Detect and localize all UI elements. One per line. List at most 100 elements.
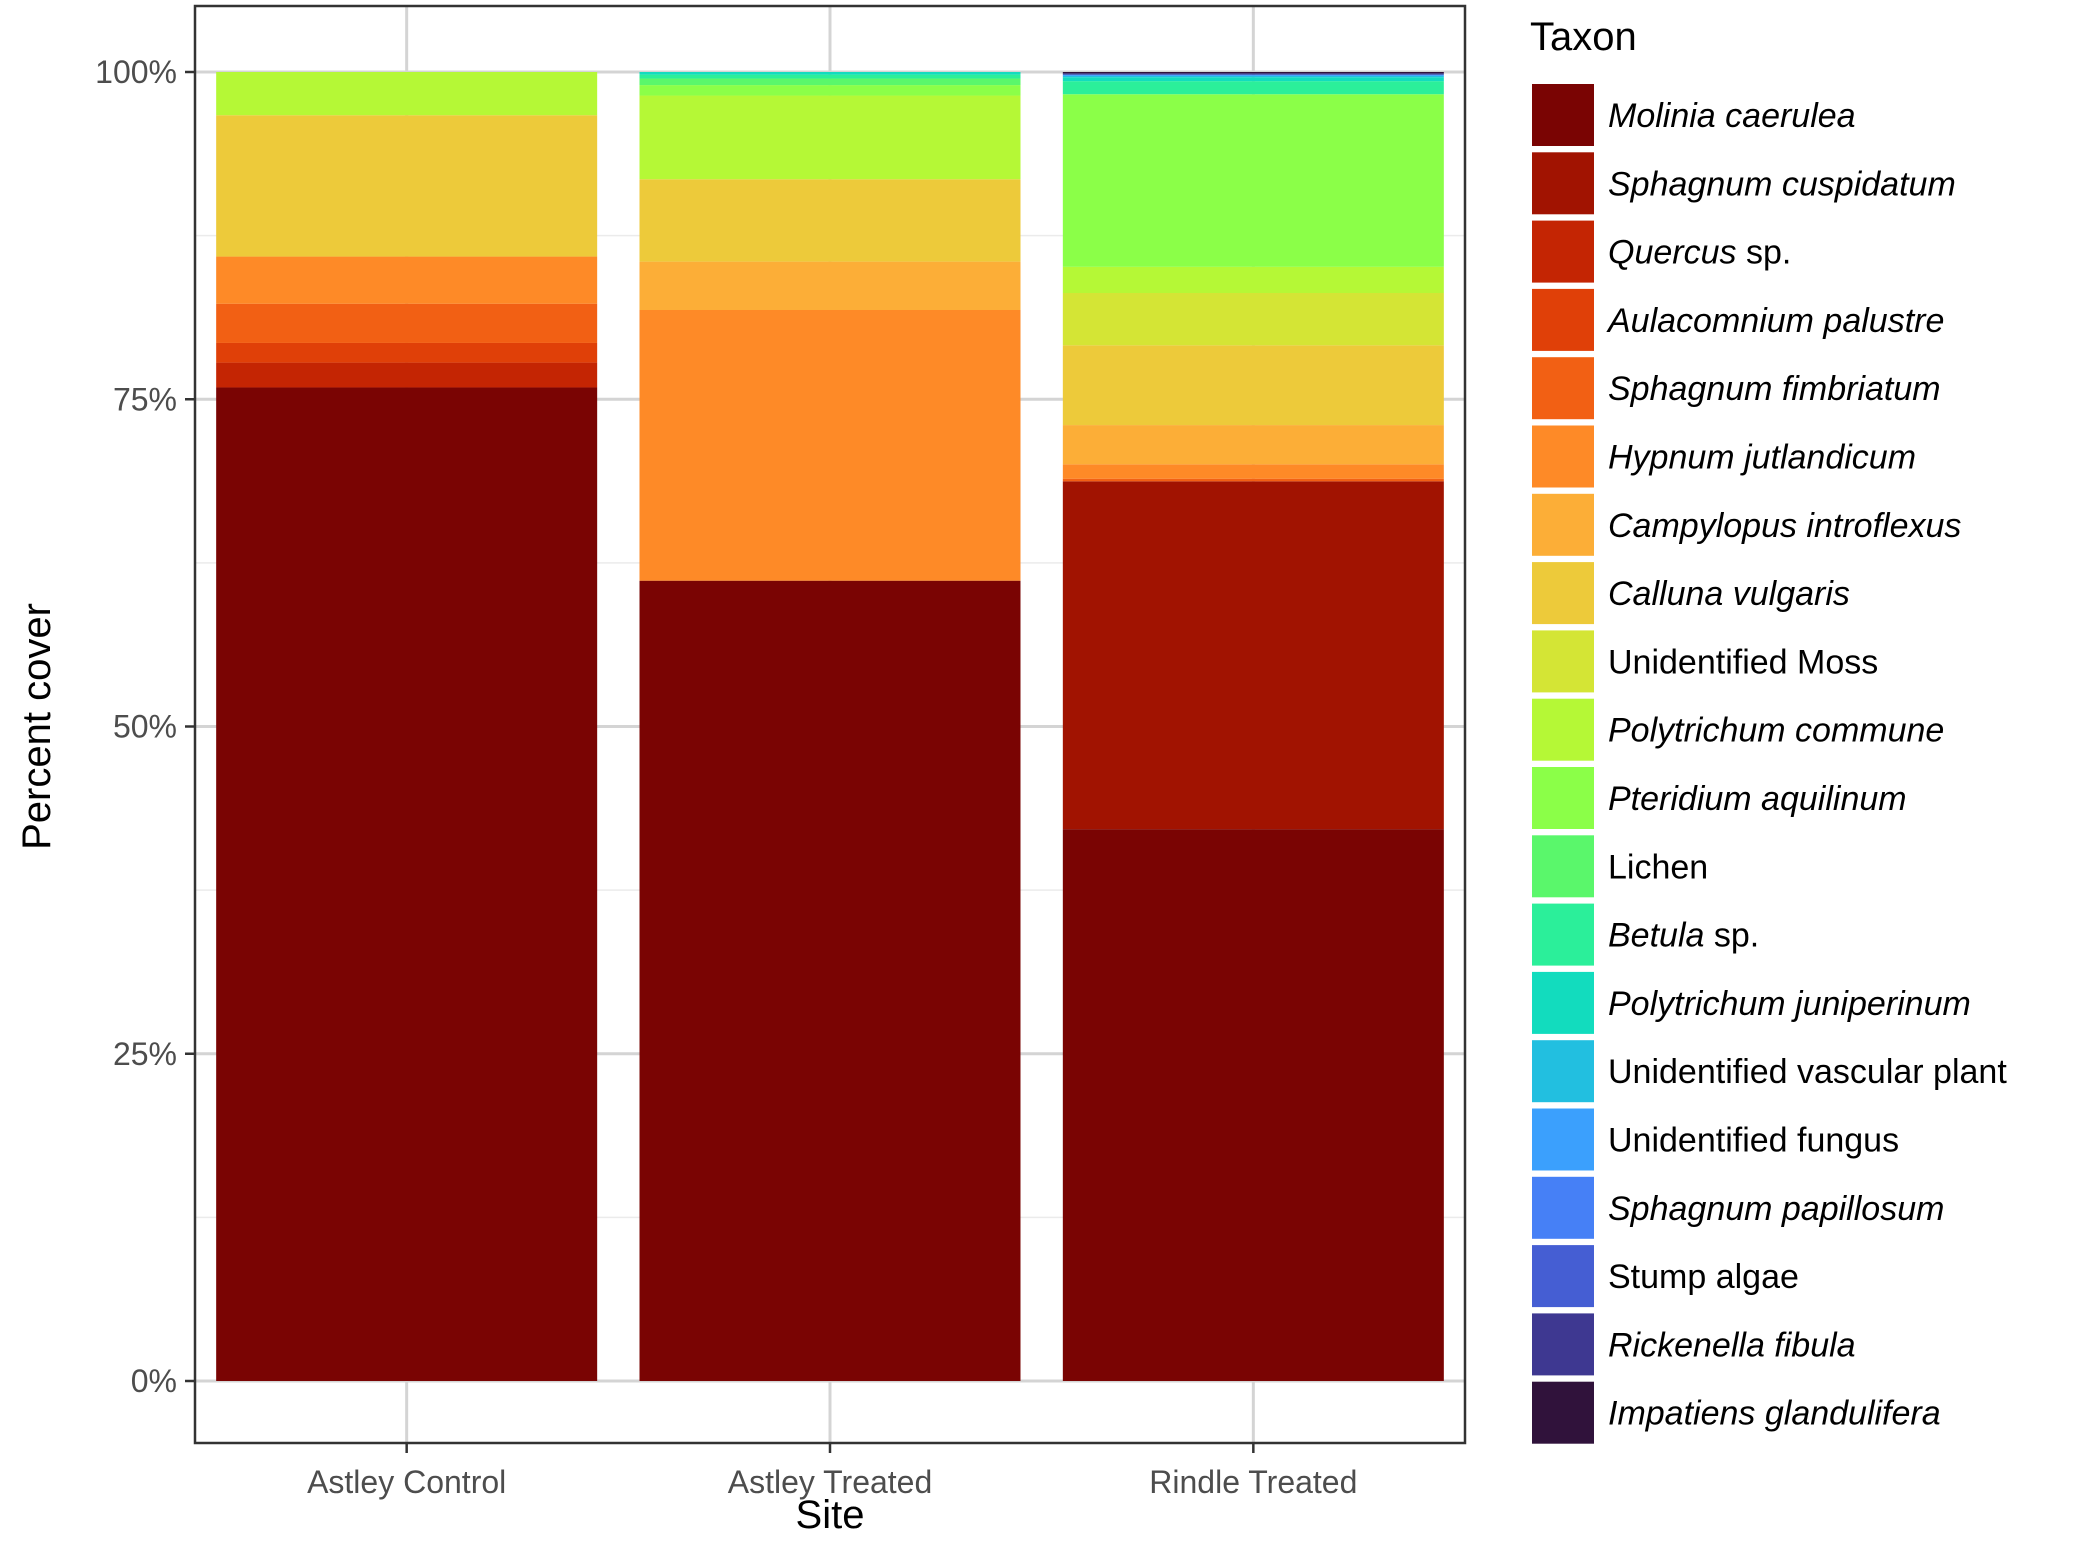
legend-label: Campylopus introflexus	[1608, 507, 1961, 545]
legend-item: Hypnum jutlandicum	[1532, 425, 1916, 488]
legend-swatch	[1532, 84, 1594, 146]
y-tick-label: 50%	[113, 709, 177, 745]
legend-label-plain: Unidentified Moss	[1608, 643, 1878, 681]
legend: Taxon Molinia caerulea Sphagnum cuspidatu…	[1530, 15, 2007, 1444]
y-tick-label: 0%	[131, 1363, 177, 1399]
legend-label: Stump algae	[1608, 1258, 1799, 1296]
legend-label-plain: Unidentified vascular plant	[1608, 1053, 2007, 1091]
y-axis: 0% 25% 50% 75% 100%	[95, 54, 195, 1399]
legend-label: Molinia caerulea	[1608, 97, 1856, 135]
legend-swatch	[1532, 425, 1594, 488]
legend-swatch	[1532, 152, 1594, 215]
bar-segment	[216, 303, 598, 343]
bar-segment	[1062, 74, 1444, 76]
bar-segment	[1062, 77, 1444, 82]
legend-swatch	[1532, 288, 1594, 351]
legend-swatch	[1532, 630, 1594, 693]
bar-segment	[1062, 73, 1444, 75]
bars	[216, 72, 1444, 1381]
bar-segment	[216, 342, 598, 363]
legend-label-plain: Lichen	[1608, 848, 1708, 886]
legend-label: Sphagnum papillosum	[1608, 1190, 1944, 1228]
bar-segment	[639, 261, 1021, 310]
legend-item: Unidentified fungus	[1532, 1108, 1899, 1171]
legend-item: Betula sp.	[1532, 903, 1759, 966]
legend-item: Lichen	[1532, 835, 1708, 898]
legend-swatch	[1532, 767, 1594, 829]
y-tick-label: 100%	[95, 54, 177, 90]
legend-label: Betula sp.	[1608, 917, 1759, 955]
legend-label-italic: Impatiens glandulifera	[1608, 1395, 1941, 1433]
legend-label-italic: Pteridium aquilinum	[1608, 780, 1907, 818]
bar-segment	[639, 95, 1021, 180]
bar-segment	[1062, 478, 1444, 482]
x-axis-title: Site	[796, 1493, 865, 1537]
bar-segment	[1062, 293, 1444, 346]
legend-swatch	[1532, 1040, 1594, 1103]
legend-swatch	[1532, 357, 1594, 420]
bar-segment	[639, 72, 1021, 75]
legend-label: Unidentified Moss	[1608, 643, 1878, 681]
y-axis-title: Percent cover	[15, 603, 59, 850]
legend-item: Quercus sp.	[1532, 220, 1791, 283]
legend-swatch	[1532, 835, 1594, 898]
legend-label-italic: Polytrichum juniperinum	[1608, 985, 1971, 1023]
legend-label-italic: Betula	[1608, 917, 1704, 955]
legend-item: Polytrichum commune	[1532, 698, 1944, 761]
legend-item: Polytrichum juniperinum	[1532, 971, 1971, 1034]
legend-label: Sphagnum cuspidatum	[1608, 165, 1956, 203]
legend-swatch	[1532, 698, 1594, 761]
legend-label: Quercus sp.	[1608, 234, 1791, 272]
legend-label: Polytrichum commune	[1608, 712, 1944, 750]
bar-segment	[1062, 75, 1444, 78]
bar-segment	[1062, 481, 1444, 830]
legend-label-italic: Sphagnum fimbriatum	[1608, 370, 1941, 408]
legend-label-italic: Sphagnum papillosum	[1608, 1190, 1944, 1228]
legend-item: Unidentified Moss	[1532, 630, 1878, 693]
legend-item: Unidentified vascular plant	[1532, 1040, 2007, 1103]
legend-label-italic: Molinia caerulea	[1608, 97, 1856, 135]
legend-label: Polytrichum juniperinum	[1608, 985, 1971, 1023]
legend-swatch	[1532, 1108, 1594, 1171]
legend-item: Sphagnum cuspidatum	[1532, 152, 1956, 215]
legend-label-italic: Polytrichum commune	[1608, 712, 1944, 750]
legend-label: Unidentified vascular plant	[1608, 1053, 2007, 1091]
legend-item: Sphagnum papillosum	[1532, 1176, 1944, 1239]
bar-segment	[216, 362, 598, 388]
legend-label: Rickenella fibula	[1608, 1326, 1856, 1364]
legend-swatch	[1532, 493, 1594, 556]
legend-label-italic: Aulacomnium palustre	[1606, 302, 1944, 340]
bar-segment	[216, 72, 598, 116]
legend-swatch	[1532, 562, 1594, 625]
x-tick-label: Astley Control	[307, 1464, 506, 1500]
bar-segment	[1062, 464, 1444, 479]
legend-swatch	[1532, 1381, 1594, 1444]
legend-swatch	[1532, 1245, 1594, 1308]
bar-segment	[216, 387, 598, 1381]
legend-label: Unidentified fungus	[1608, 1122, 1899, 1160]
legend-swatch	[1532, 1176, 1594, 1239]
legend-item: Aulacomnium palustre	[1532, 288, 1944, 351]
x-axis: Astley Control Astley Treated Rindle Treat…	[307, 1443, 1357, 1500]
legend-item: Campylopus introflexus	[1532, 493, 1961, 556]
bar-segment	[1062, 345, 1444, 426]
legend-item: Stump algae	[1532, 1245, 1799, 1308]
legend-item: Pteridium aquilinum	[1532, 767, 1907, 829]
legend-label-italic: Hypnum jutlandicum	[1608, 439, 1916, 477]
legend-label-italic: Calluna vulgaris	[1608, 575, 1850, 613]
legend-swatch	[1532, 971, 1594, 1034]
bar-segment	[1062, 829, 1444, 1381]
bar-segment	[639, 85, 1021, 96]
bar-segment	[216, 256, 598, 304]
x-tick-label: Rindle Treated	[1149, 1464, 1357, 1500]
legend-swatch	[1532, 903, 1594, 966]
legend-label: Calluna vulgaris	[1608, 575, 1850, 613]
legend-item: Rickenella fibula	[1532, 1313, 1856, 1376]
bar-segment	[1062, 266, 1444, 293]
legend-title: Taxon	[1530, 15, 1637, 59]
bar-segment	[639, 310, 1021, 581]
y-tick-label: 75%	[113, 381, 177, 417]
legend-item: Calluna vulgaris	[1532, 562, 1850, 625]
legend-item: Molinia caerulea	[1532, 84, 1856, 146]
